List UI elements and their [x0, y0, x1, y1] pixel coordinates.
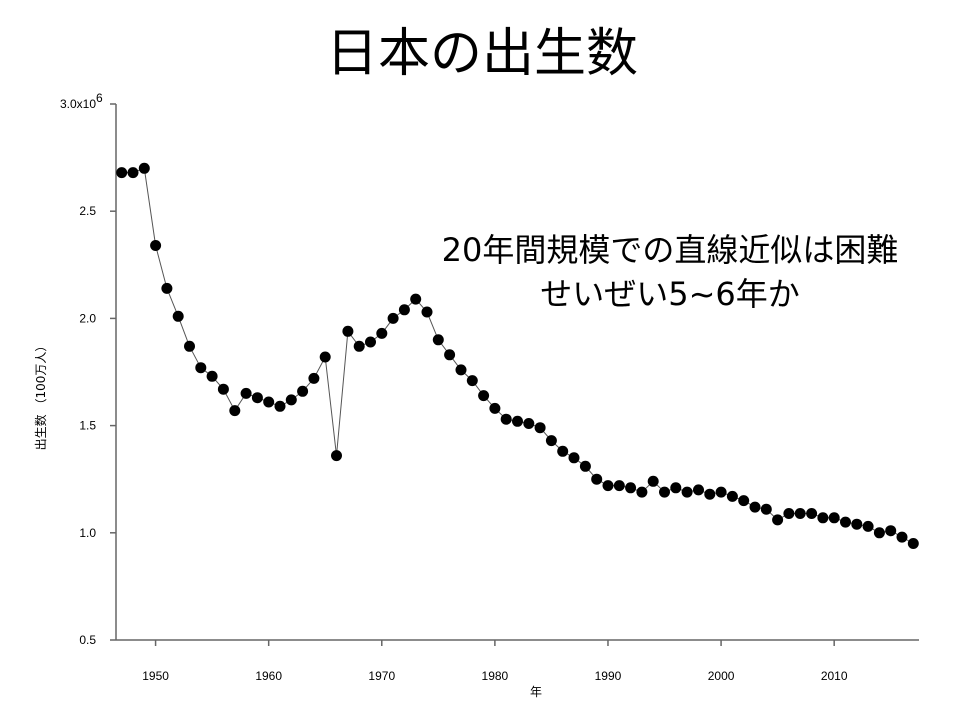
- data-point: [862, 520, 874, 532]
- data-point: [613, 480, 625, 492]
- data-point: [172, 310, 184, 322]
- y-tick-exponent: 6: [96, 91, 103, 105]
- data-point: [319, 351, 331, 363]
- data-point: [432, 334, 444, 346]
- data-point: [591, 473, 603, 485]
- data-point: [195, 362, 207, 374]
- annotation-line-1: 20年間規模での直線近似は困難: [442, 231, 899, 269]
- data-point: [772, 514, 784, 526]
- data-point: [410, 293, 422, 305]
- y-axis-ticks: 0.5 1.0 1.5 2.0 2.5 3.0x10 6: [60, 91, 116, 647]
- data-point: [206, 370, 218, 382]
- data-point: [523, 418, 535, 429]
- data-point: [568, 452, 580, 464]
- annotation-line-2: せいぜい5~6年か: [540, 275, 800, 313]
- y-tick-label: 2.5: [79, 204, 96, 218]
- data-point: [376, 327, 388, 339]
- x-tick-label: 2010: [821, 669, 848, 683]
- data-point: [444, 349, 456, 361]
- data-point: [251, 392, 263, 404]
- slide-title: 日本の出生数: [326, 24, 638, 84]
- data-point: [353, 340, 365, 352]
- data-point: [636, 486, 648, 498]
- x-tick-label: 2000: [708, 669, 735, 683]
- x-tick-label: 1990: [595, 669, 622, 683]
- data-point: [274, 400, 286, 412]
- data-point: [421, 306, 433, 318]
- data-point: [681, 486, 693, 498]
- data-point: [138, 162, 150, 174]
- data-point: [342, 325, 354, 337]
- data-point: [365, 336, 376, 348]
- data-point: [127, 167, 139, 179]
- series-line: [121, 167, 914, 544]
- y-axis-title: 出生数 （100万人）: [33, 340, 48, 451]
- data-point: [806, 508, 818, 519]
- data-point: [240, 387, 252, 399]
- data-point: [851, 518, 863, 530]
- data-point: [285, 394, 297, 406]
- data-point: [885, 525, 897, 537]
- data-point: [184, 340, 195, 352]
- data-point: [726, 490, 738, 502]
- y-tick-label: 0.5: [79, 633, 96, 647]
- data-point: [161, 282, 173, 294]
- y-tick-label: 1.5: [79, 419, 96, 433]
- data-point: [715, 486, 727, 498]
- data-point: [489, 402, 501, 414]
- data-point: [579, 460, 591, 472]
- data-point: [602, 480, 614, 492]
- data-point: [545, 435, 557, 447]
- data-point: [229, 405, 241, 417]
- data-point: [116, 167, 128, 179]
- data-point: [783, 508, 795, 519]
- data-point: [478, 390, 490, 402]
- plot-frame: [115, 104, 919, 641]
- y-tick-label: 2.0: [79, 311, 96, 325]
- data-point: [455, 364, 467, 376]
- data-point: [738, 495, 750, 507]
- data-point: [387, 312, 399, 324]
- y-tick-label: 1.0: [79, 526, 96, 540]
- data-point: [896, 531, 908, 543]
- data-point: [907, 538, 919, 549]
- x-tick-label: 1970: [368, 669, 395, 683]
- series-points: [116, 162, 919, 549]
- x-tick-label: 1960: [255, 669, 282, 683]
- x-axis-ticks: 1950 1960 1970 1980 1990 2000 2010: [142, 640, 848, 683]
- data-point: [659, 486, 670, 498]
- data-point: [670, 482, 682, 494]
- x-tick-label: 1950: [142, 669, 169, 683]
- annotation-text: 20年間規模での直線近似は困難 せいぜい5~6年か: [442, 231, 899, 313]
- data-point: [760, 503, 772, 515]
- data-point: [500, 413, 512, 425]
- data-point: [840, 516, 851, 528]
- data-point: [794, 508, 806, 519]
- data-point: [308, 372, 320, 384]
- data-point: [512, 415, 523, 427]
- x-axis-title: 年: [530, 685, 542, 699]
- data-point: [873, 527, 885, 539]
- data-point: [828, 512, 840, 524]
- data-point: [557, 445, 569, 457]
- data-point: [647, 475, 659, 487]
- data-point: [297, 385, 309, 397]
- data-point: [150, 240, 162, 251]
- data-point: [625, 482, 637, 494]
- data-point: [398, 304, 410, 316]
- data-point: [466, 375, 478, 387]
- data-point: [817, 512, 829, 524]
- data-point: [217, 383, 229, 395]
- data-point: [693, 484, 704, 496]
- data-point: [749, 501, 761, 513]
- data-point: [263, 396, 275, 408]
- data-point: [331, 450, 342, 462]
- data-point: [534, 422, 546, 434]
- series-birth-count: [116, 162, 919, 549]
- y-tick-label: 3.0x10: [60, 97, 96, 111]
- data-point: [704, 488, 716, 500]
- x-tick-label: 1980: [482, 669, 509, 683]
